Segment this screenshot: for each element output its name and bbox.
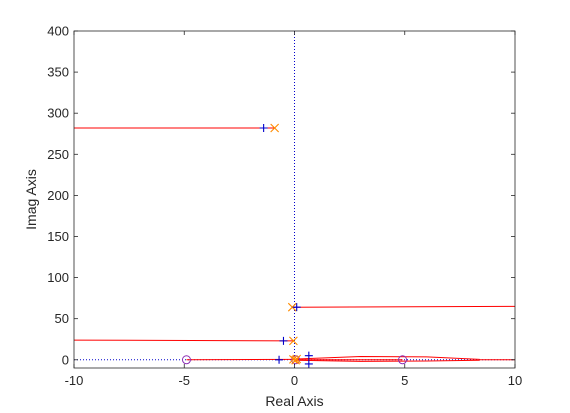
y-tick-label: 150 — [47, 229, 69, 244]
locus-branch — [73, 339, 294, 342]
pole-marker — [289, 354, 298, 364]
y-tick-label: 300 — [47, 106, 69, 121]
x-tick-label: -10 — [65, 373, 84, 388]
closed-loop-pole-marker — [279, 336, 288, 345]
closed-loop-pole-marker — [304, 359, 313, 368]
zero-marker — [181, 355, 191, 365]
x-tick-label: 10 — [508, 373, 522, 388]
y-tick-label: 50 — [55, 311, 69, 326]
y-axis-label: Imag Axis — [23, 169, 39, 230]
pole-marker — [270, 123, 280, 133]
y-tick-label: 250 — [47, 147, 69, 162]
pole-marker — [289, 336, 298, 346]
closed-loop-pole-marker — [304, 351, 313, 360]
pole-zero-markers — [181, 123, 408, 368]
y-tick-label: 200 — [47, 188, 69, 203]
closed-loop-pole-marker — [259, 123, 268, 132]
x-axis-label: Real Axis — [265, 393, 323, 409]
closed-loop-pole-marker — [275, 355, 284, 364]
locus-branch — [295, 359, 480, 362]
y-tick-label: 0 — [62, 352, 69, 367]
x-tick-label: 0 — [291, 373, 298, 388]
closed-loop-pole-marker — [292, 303, 301, 312]
locus-branch — [292, 305, 516, 308]
locus-branch — [296, 355, 480, 360]
locus-branches — [73, 127, 516, 362]
y-tick-label: 100 — [47, 270, 69, 285]
x-tick-label: 5 — [401, 373, 408, 388]
reference-axes — [74, 31, 515, 368]
zero-marker — [398, 355, 408, 365]
x-tick-label: -5 — [178, 373, 190, 388]
zero-marker — [291, 355, 301, 365]
y-tick-label: 400 — [47, 24, 69, 39]
y-tick-label: 350 — [47, 65, 69, 80]
pole-marker — [287, 302, 297, 312]
pole-marker — [292, 354, 302, 364]
